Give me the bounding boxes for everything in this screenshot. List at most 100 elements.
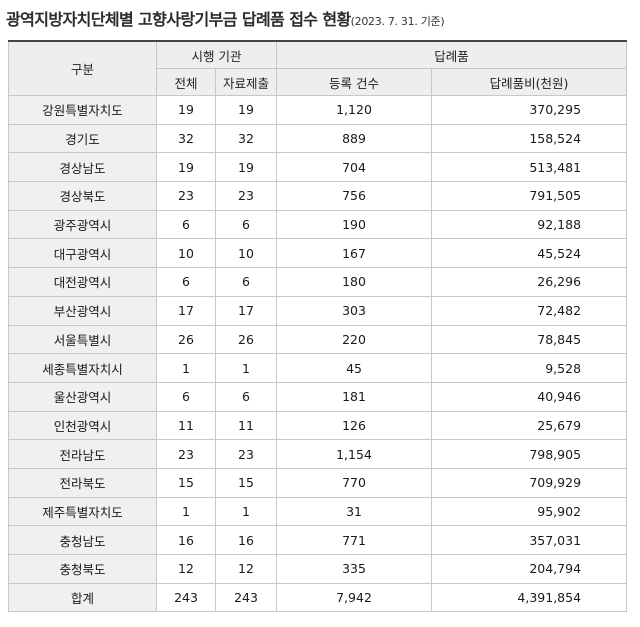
- table-row: 전라북도 15 15 770 709,929: [8, 467, 628, 498]
- registered-count-cell: 167: [276, 238, 433, 269]
- table-row: 광주광역시 6 6 190 92,188: [8, 209, 628, 240]
- table-header: 구분 시행 기관 답례품 전체 자료제출 등록 건수 답례품비(천원): [8, 40, 628, 96]
- gift-cost-cell: 9,528: [431, 353, 628, 383]
- gift-cost-cell: 26,296: [431, 267, 628, 297]
- submitted-agencies-cell: 16: [214, 525, 278, 555]
- submitted-agencies-cell: 1: [214, 353, 278, 383]
- region-cell: 경상남도: [8, 152, 157, 183]
- submitted-agencies-cell: 17: [214, 295, 278, 326]
- registered-count-cell: 31: [276, 496, 433, 527]
- table-row: 세종특별자치시 1 1 45 9,528: [8, 353, 628, 383]
- gift-cost-cell: 40,946: [431, 381, 628, 412]
- summary-total-agencies: 243: [156, 582, 216, 613]
- region-cell: 울산광역시: [8, 381, 157, 412]
- gift-cost-cell: 791,505: [431, 181, 628, 211]
- total-agencies-cell: 23: [156, 181, 216, 211]
- region-cell: 대구광역시: [8, 238, 157, 269]
- submitted-agencies-cell: 26: [214, 324, 278, 355]
- table-row: 인천광역시 11 11 126 25,679: [8, 410, 628, 441]
- gift-cost-cell: 72,482: [431, 295, 628, 326]
- registered-count-cell: 303: [276, 295, 433, 326]
- submitted-agencies-cell: 6: [214, 209, 278, 240]
- total-agencies-cell: 6: [156, 381, 216, 412]
- total-agencies-cell: 16: [156, 525, 216, 555]
- table-row: 제주특별자치도 1 1 31 95,902: [8, 496, 628, 527]
- gift-cost-cell: 92,188: [431, 209, 628, 240]
- region-cell: 서울특별시: [8, 324, 157, 355]
- title-main: 광역지방자치단체별 고향사랑기부금 답례품 접수 현황: [6, 10, 351, 29]
- region-cell: 부산광역시: [8, 295, 157, 326]
- gift-cost-cell: 357,031: [431, 525, 628, 555]
- region-cell: 광주광역시: [8, 209, 157, 240]
- submitted-agencies-cell: 6: [214, 267, 278, 297]
- header-products-group: 답례품: [276, 40, 628, 69]
- registered-count-cell: 771: [276, 525, 433, 555]
- table-row: 대구광역시 10 10 167 45,524: [8, 238, 628, 269]
- registered-count-cell: 1,120: [276, 95, 433, 125]
- summary-gift-cost: 4,391,854: [431, 582, 628, 613]
- header-total: 전체: [156, 68, 216, 96]
- gift-cost-cell: 45,524: [431, 238, 628, 269]
- submitted-agencies-cell: 15: [214, 467, 278, 498]
- region-cell: 경상북도: [8, 181, 157, 211]
- page-title: 광역지방자치단체별 고향사랑기부금 답례품 접수 현황(2023. 7. 31.…: [6, 6, 636, 32]
- total-agencies-cell: 11: [156, 410, 216, 441]
- registered-count-cell: 126: [276, 410, 433, 441]
- table-row: 전라남도 23 23 1,154 798,905: [8, 439, 628, 469]
- total-agencies-cell: 6: [156, 209, 216, 240]
- gift-cost-cell: 798,905: [431, 439, 628, 469]
- region-cell: 전라북도: [8, 467, 157, 498]
- submitted-agencies-cell: 23: [214, 439, 278, 469]
- registered-count-cell: 45: [276, 353, 433, 383]
- submitted-agencies-cell: 6: [214, 381, 278, 412]
- header-count: 등록 건수: [276, 68, 433, 96]
- gift-cost-cell: 370,295: [431, 95, 628, 125]
- total-agencies-cell: 12: [156, 554, 216, 584]
- registered-count-cell: 220: [276, 324, 433, 355]
- submitted-agencies-cell: 32: [214, 123, 278, 154]
- submitted-agencies-cell: 1: [214, 496, 278, 527]
- total-agencies-cell: 1: [156, 353, 216, 383]
- region-cell: 강원특별자치도: [8, 95, 157, 125]
- table-row: 부산광역시 17 17 303 72,482: [8, 295, 628, 326]
- summary-label: 합계: [8, 582, 157, 613]
- header-submitted: 자료제출: [214, 68, 278, 96]
- title-date: (2023. 7. 31. 기준): [350, 15, 445, 28]
- table-row: 울산광역시 6 6 181 40,946: [8, 381, 628, 412]
- total-agencies-cell: 15: [156, 467, 216, 498]
- summary-submitted-agencies: 243: [214, 582, 278, 613]
- gift-cost-cell: 78,845: [431, 324, 628, 355]
- registered-count-cell: 889: [276, 123, 433, 154]
- table-row: 강원특별자치도 19 19 1,120 370,295: [8, 95, 628, 125]
- submitted-agencies-cell: 19: [214, 95, 278, 125]
- submitted-agencies-cell: 19: [214, 152, 278, 183]
- table-row: 충청남도 16 16 771 357,031: [8, 525, 628, 555]
- registered-count-cell: 335: [276, 554, 433, 584]
- table-body: 강원특별자치도 19 19 1,120 370,295 경기도 32 32 889 158,524…: [8, 95, 628, 613]
- total-agencies-cell: 1: [156, 496, 216, 527]
- summary-row: 합계 243 243 7,942 4,391,854: [8, 582, 628, 613]
- region-cell: 경기도: [8, 123, 157, 154]
- total-agencies-cell: 23: [156, 439, 216, 469]
- region-cell: 인천광역시: [8, 410, 157, 441]
- total-agencies-cell: 32: [156, 123, 216, 154]
- region-cell: 세종특별자치시: [8, 353, 157, 383]
- table-row: 대전광역시 6 6 180 26,296: [8, 267, 628, 297]
- region-cell: 충청북도: [8, 554, 157, 584]
- region-cell: 제주특별자치도: [8, 496, 157, 527]
- table-row: 경상북도 23 23 756 791,505: [8, 181, 628, 211]
- gift-cost-cell: 709,929: [431, 467, 628, 498]
- total-agencies-cell: 19: [156, 152, 216, 183]
- gift-cost-cell: 158,524: [431, 123, 628, 154]
- table-row: 경상남도 19 19 704 513,481: [8, 152, 628, 183]
- summary-registered-count: 7,942: [276, 582, 433, 613]
- registered-count-cell: 181: [276, 381, 433, 412]
- table-row: 충청북도 12 12 335 204,794: [8, 554, 628, 584]
- header-cost: 답례품비(천원): [431, 68, 628, 96]
- registered-count-cell: 180: [276, 267, 433, 297]
- registered-count-cell: 770: [276, 467, 433, 498]
- total-agencies-cell: 17: [156, 295, 216, 326]
- gift-cost-cell: 204,794: [431, 554, 628, 584]
- header-category: 구분: [8, 40, 157, 96]
- registered-count-cell: 1,154: [276, 439, 433, 469]
